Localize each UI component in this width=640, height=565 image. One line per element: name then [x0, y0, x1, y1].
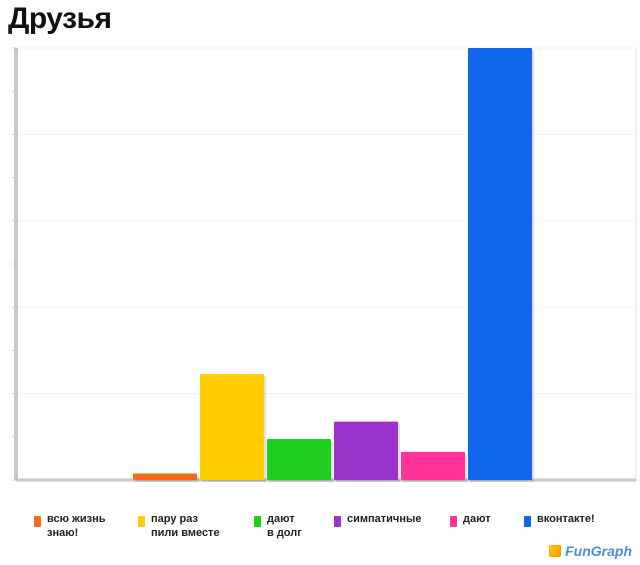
- legend-label: дают: [463, 513, 491, 525]
- legend-label: симпатичные: [347, 513, 422, 525]
- legend-swatch: [450, 516, 457, 527]
- legend-item: симпатичные: [334, 512, 421, 527]
- legend-swatch: [334, 516, 341, 527]
- legend-swatch: [138, 516, 145, 527]
- bar: [200, 374, 264, 480]
- legend-item: всю жизнь знаю!: [34, 512, 106, 540]
- legend: всю жизнь знаю! пару раз пили вместе дают …: [0, 506, 640, 546]
- legend-item: дают: [450, 512, 491, 527]
- bar: [401, 451, 465, 480]
- brand-logo: FunGraph: [549, 543, 632, 559]
- bar: [133, 473, 197, 480]
- chart-svg: [12, 47, 637, 482]
- bar: [468, 48, 532, 480]
- legend-swatch: [524, 516, 531, 527]
- legend-swatch: [254, 516, 261, 527]
- legend-item: вконтакте!: [524, 512, 595, 527]
- bar-chart: [0, 44, 640, 494]
- legend-item: дают в долг: [254, 512, 302, 540]
- legend-label: вконтакте!: [537, 513, 595, 525]
- bar: [334, 421, 398, 480]
- legend-label: всю жизнь знаю!: [47, 513, 106, 539]
- brand-name: FunGraph: [565, 543, 632, 559]
- bar: [267, 438, 331, 480]
- page-title: Друзья: [8, 2, 112, 35]
- legend-label: дают в долг: [267, 513, 302, 539]
- brand-icon: [549, 545, 562, 557]
- legend-item: пару раз пили вместе: [138, 512, 220, 540]
- legend-swatch: [34, 516, 41, 527]
- legend-label: пару раз пили вместе: [151, 513, 220, 539]
- plot-area: [15, 47, 637, 481]
